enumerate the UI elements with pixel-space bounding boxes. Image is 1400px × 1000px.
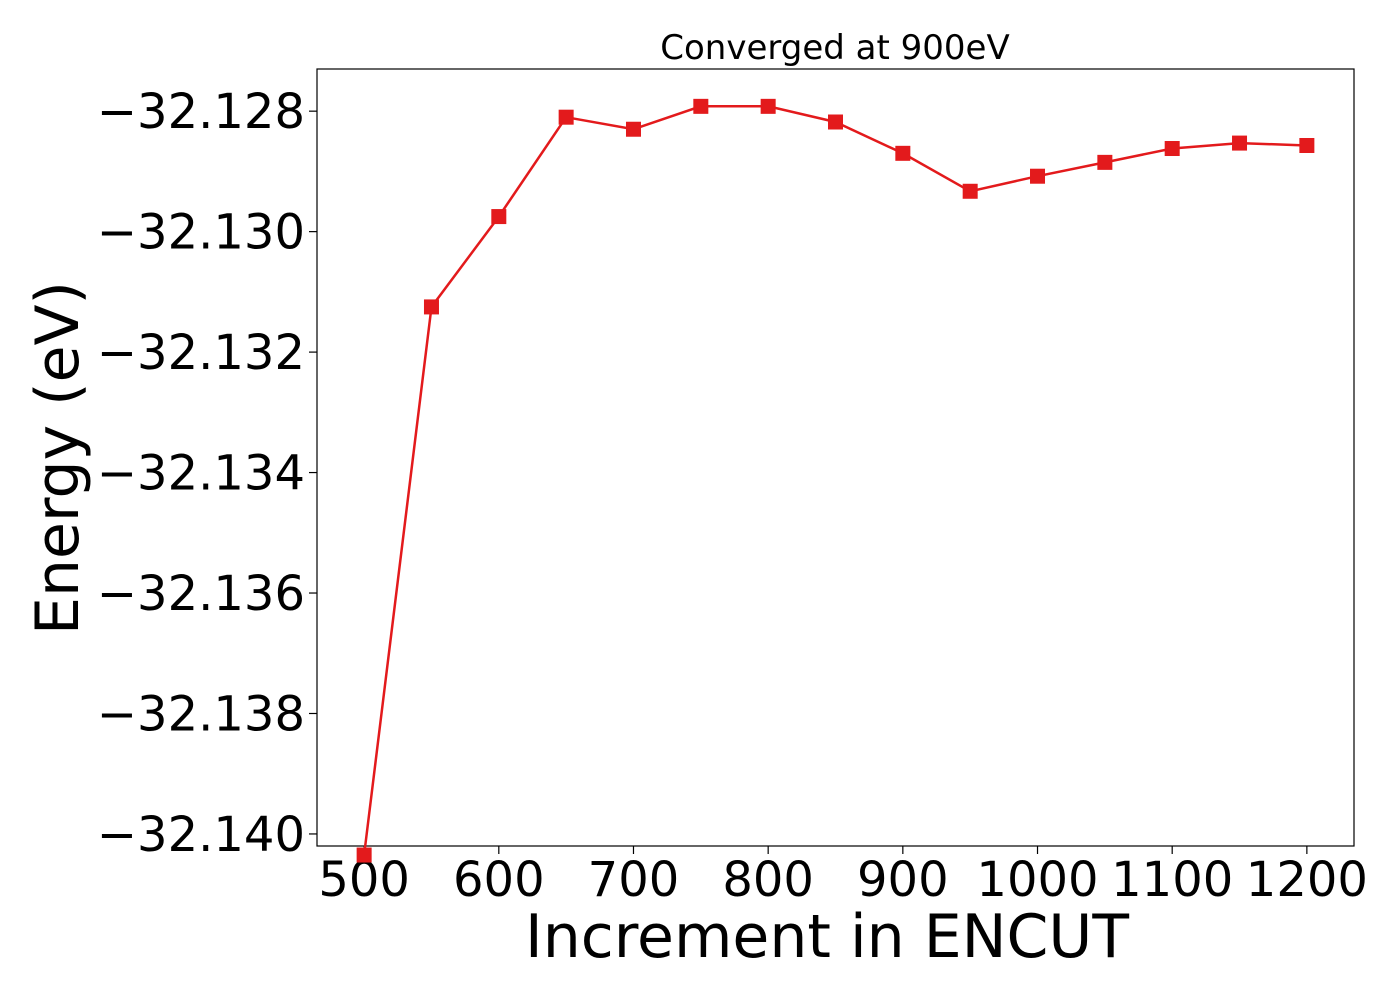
plot-area-frame: [316, 68, 1355, 847]
y-axis-label: Energy (eV): [23, 281, 93, 635]
data-point-marker: [962, 183, 978, 199]
data-point-marker: [1299, 137, 1315, 153]
y-tick-label: −32.134: [97, 446, 305, 502]
x-tick-label: 700: [588, 852, 680, 908]
series-layer: [356, 98, 1315, 863]
data-point-marker: [693, 98, 709, 114]
y-tick-label: −32.130: [97, 205, 305, 261]
data-point-marker: [558, 109, 574, 125]
y-axis-ticks: −32.128 −32.130 −32.132 −32.134 −32.136 −32.1…: [97, 84, 317, 863]
x-axis-label: Increment in ENCUT: [525, 902, 1129, 972]
x-tick-label: 1000: [976, 852, 1098, 908]
y-tick-label: −32.132: [97, 325, 305, 381]
y-tick-label: −32.128: [97, 84, 305, 140]
data-point-marker: [625, 121, 641, 137]
x-tick-label: 1200: [1246, 852, 1368, 908]
y-tick-label: −32.136: [97, 566, 305, 622]
y-tick-label: −32.138: [97, 686, 305, 742]
x-tick-label: 600: [453, 852, 545, 908]
data-point-marker: [828, 114, 843, 130]
data-point-marker: [1232, 135, 1248, 151]
x-tick-label: 1100: [1111, 852, 1233, 908]
y-tick-label: −32.140: [97, 807, 305, 863]
data-point-marker: [423, 299, 439, 315]
data-point-marker: [1097, 154, 1113, 170]
data-point-marker: [356, 847, 372, 863]
chart-title: Converged at 900eV: [660, 28, 1009, 68]
x-tick-label: 900: [857, 852, 949, 908]
data-point-marker: [491, 209, 507, 225]
data-point-marker: [1030, 168, 1046, 184]
x-axis-ticks: 500 600 700 800 900 1000 1100 1200: [318, 846, 1368, 908]
data-point-marker: [1164, 141, 1180, 157]
x-tick-label: 800: [722, 852, 814, 908]
data-point-marker: [760, 98, 776, 114]
data-point-marker: [895, 145, 911, 161]
